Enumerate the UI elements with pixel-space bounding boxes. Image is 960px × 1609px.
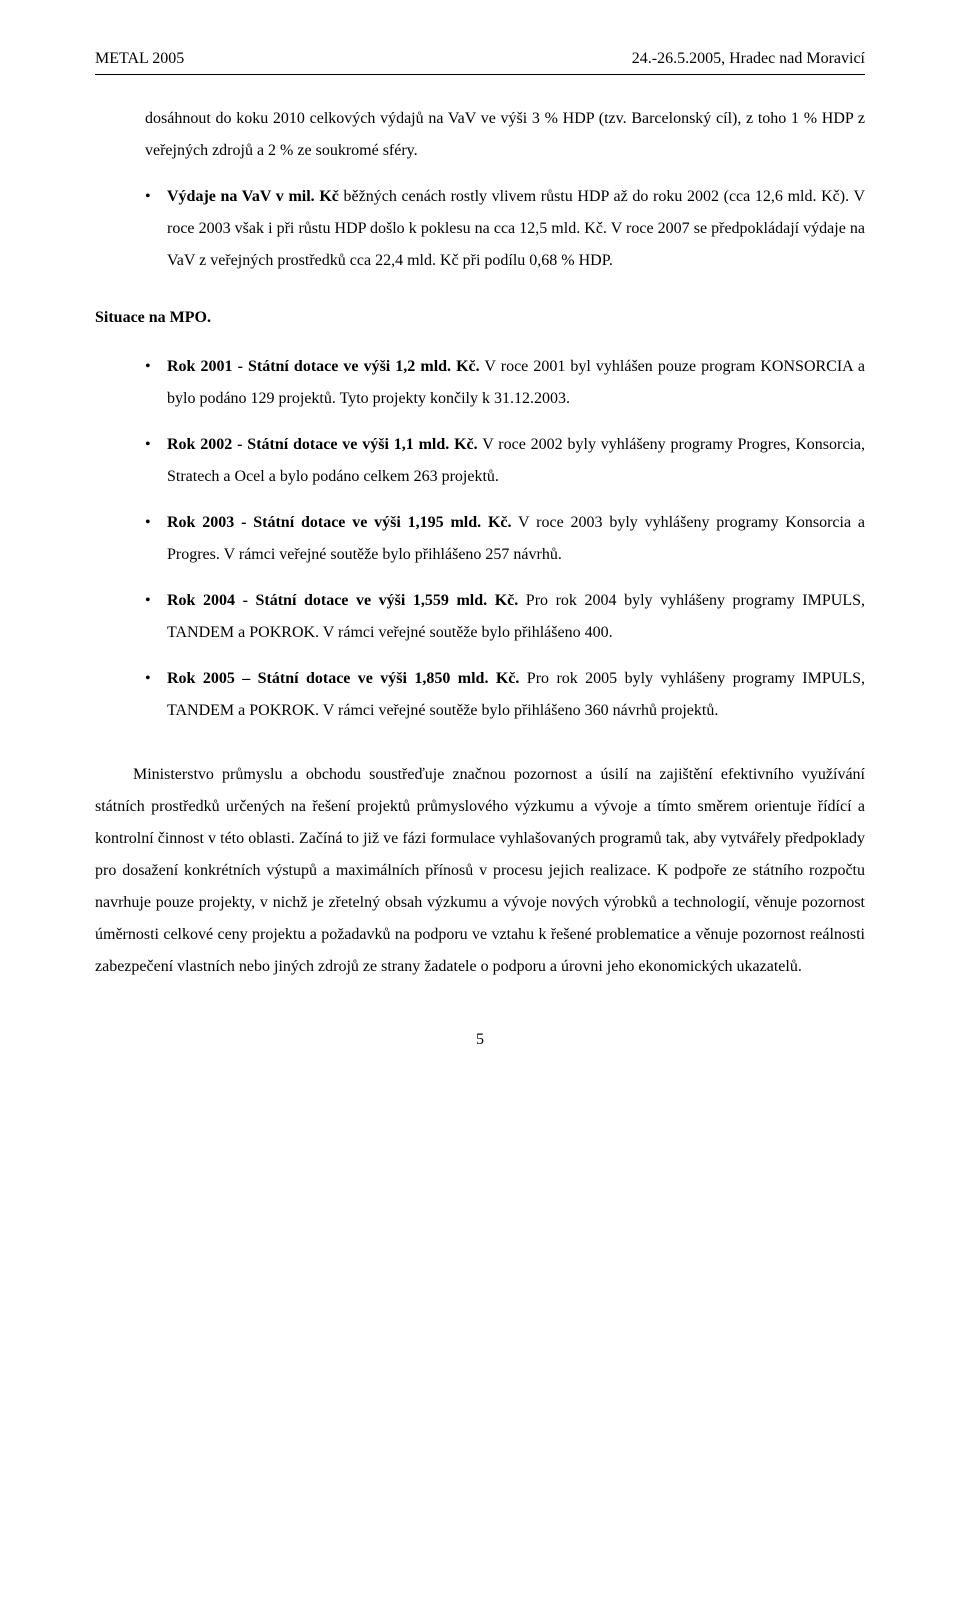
list-item: Rok 2004 - Státní dotace ve výši 1,559 m…	[145, 585, 865, 649]
page-number: 5	[95, 1031, 865, 1049]
bullet-bold: Rok 2005 – Státní dotace ve výši 1,850 m…	[167, 670, 519, 687]
mpo-bullet-list: Rok 2001 - Státní dotace ve výši 1,2 mld…	[95, 351, 865, 727]
list-item: Rok 2003 - Státní dotace ve výši 1,195 m…	[145, 507, 865, 571]
bullet-bold: Rok 2003 - Státní dotace ve výši 1,195 m…	[167, 514, 512, 531]
intro-paragraph: dosáhnout do koku 2010 celkových výdajů …	[95, 103, 865, 167]
header-left: METAL 2005	[95, 50, 184, 68]
intro-bullet-list: Výdaje na VaV v mil. Kč běžných cenách r…	[95, 181, 865, 277]
section-heading: Situace na MPO.	[95, 309, 865, 327]
bullet-bold: Rok 2002 - Státní dotace ve výši 1,1 mld…	[167, 436, 478, 453]
list-item: Výdaje na VaV v mil. Kč běžných cenách r…	[145, 181, 865, 277]
bullet-bold: Výdaje na VaV v mil. Kč	[167, 188, 339, 205]
list-item: Rok 2001 - Státní dotace ve výši 1,2 mld…	[145, 351, 865, 415]
bullet-bold: Rok 2004 - Státní dotace ve výši 1,559 m…	[167, 592, 518, 609]
page-header: METAL 2005 24.-26.5.2005, Hradec nad Mor…	[95, 50, 865, 68]
header-rule	[95, 74, 865, 75]
bullet-bold: Rok 2001 - Státní dotace ve výši 1,2 mld…	[167, 358, 480, 375]
body-paragraph: Ministerstvo průmyslu a obchodu soustřeď…	[95, 759, 865, 983]
list-item: Rok 2002 - Státní dotace ve výši 1,1 mld…	[145, 429, 865, 493]
list-item: Rok 2005 – Státní dotace ve výši 1,850 m…	[145, 663, 865, 727]
header-right: 24.-26.5.2005, Hradec nad Moravicí	[632, 50, 865, 68]
